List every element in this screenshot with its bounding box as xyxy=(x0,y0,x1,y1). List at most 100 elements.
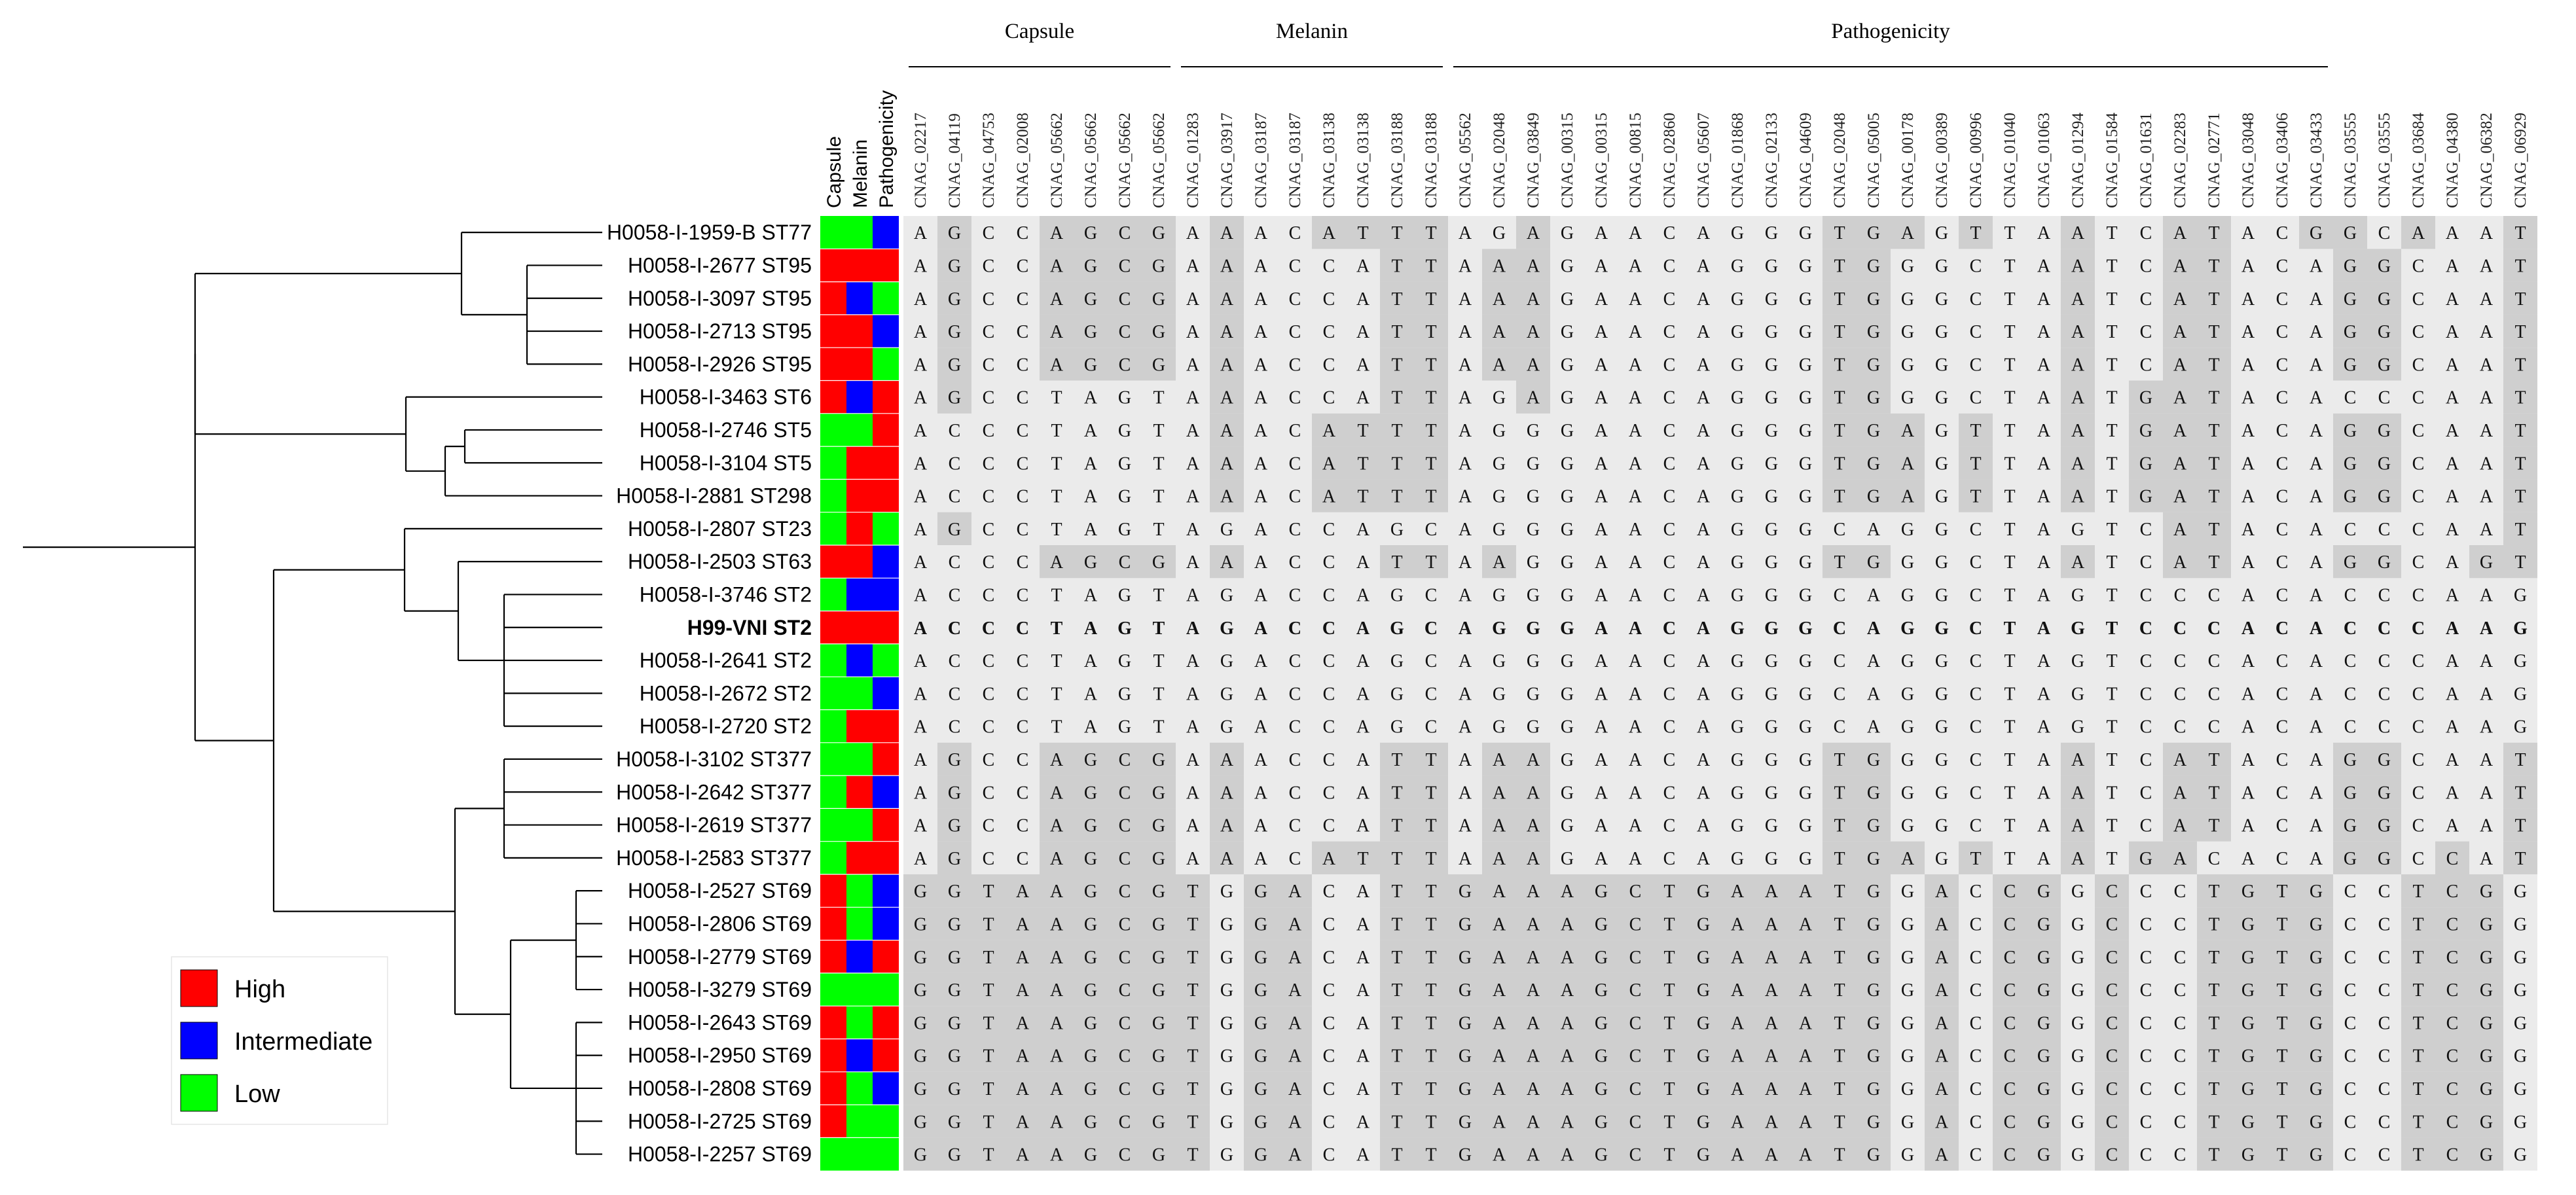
base-letter: G xyxy=(948,816,961,836)
base-letter: C xyxy=(2276,454,2289,474)
base-letter: A xyxy=(1697,520,1711,540)
base-letter: G xyxy=(1493,651,1506,671)
legend-swatch xyxy=(180,1022,218,1060)
base-letter: G xyxy=(1901,388,1914,408)
variant-cell xyxy=(1652,874,1686,908)
base-letter: A xyxy=(1186,717,1200,738)
base-letter: G xyxy=(1731,717,1744,738)
variant-cell xyxy=(1823,841,1857,874)
trait-cell xyxy=(820,841,846,874)
base-letter: C xyxy=(1289,454,1301,474)
variant-cell xyxy=(1244,1105,1278,1138)
base-letter: T xyxy=(1153,618,1165,639)
trait-cell xyxy=(873,281,899,315)
base-letter: C xyxy=(2276,520,2289,540)
base-letter: C xyxy=(1119,948,1131,968)
base-letter: G xyxy=(1935,520,1948,540)
base-letter: A xyxy=(1629,454,1642,474)
trait-cell xyxy=(846,512,873,545)
gene-label: CNAG_02008 xyxy=(1014,113,1032,208)
base-letter: A xyxy=(2241,289,2255,310)
trait-cell xyxy=(846,808,873,842)
base-letter: C xyxy=(1425,520,1438,540)
trait-cell xyxy=(873,776,899,809)
base-letter: T xyxy=(2276,1013,2287,1033)
base-letter: A xyxy=(1493,1079,1506,1099)
base-letter: A xyxy=(2446,717,2459,738)
base-letter: C xyxy=(1663,322,1676,342)
variant-cell xyxy=(1312,216,1346,249)
base-letter: G xyxy=(1459,948,1472,968)
base-letter: C xyxy=(2378,948,2391,968)
variant-cell xyxy=(1720,1039,1754,1072)
base-letter: T xyxy=(1391,948,1402,968)
base-letter: C xyxy=(1970,1079,1982,1099)
variant-cell xyxy=(1414,314,1448,348)
variant-cell xyxy=(2095,1006,2129,1039)
base-letter: G xyxy=(1561,717,1574,738)
base-letter: C xyxy=(2140,684,2152,704)
base-letter: A xyxy=(1935,1145,1949,1166)
base-letter: A xyxy=(1356,1046,1370,1067)
base-letter: A xyxy=(2310,355,2323,375)
base-letter: T xyxy=(1187,1079,1198,1099)
base-letter: A xyxy=(1493,1046,1506,1067)
base-letter: G xyxy=(914,948,927,968)
variant-cell xyxy=(1006,1071,1040,1105)
base-letter: A xyxy=(1186,223,1200,243)
base-letter: G xyxy=(2514,717,2527,738)
trait-cell xyxy=(846,281,873,315)
base-letter: A xyxy=(1016,1013,1030,1033)
base-letter: G xyxy=(1459,1112,1472,1132)
base-letter: A xyxy=(1288,1145,1302,1166)
variant-cell xyxy=(1788,1071,1823,1105)
base-letter: A xyxy=(2241,487,2255,507)
base-letter: A xyxy=(1459,421,1472,441)
base-letter: A xyxy=(1629,322,1642,342)
strain-label: H0058-I-2746 ST5 xyxy=(640,418,812,442)
base-letter: A xyxy=(1561,1079,1574,1099)
variant-cell xyxy=(1550,1039,1584,1072)
base-letter: A xyxy=(1220,783,1234,803)
base-letter: G xyxy=(1118,717,1131,738)
variant-cell xyxy=(2197,776,2231,809)
base-letter: G xyxy=(1697,1145,1710,1166)
base-letter: A xyxy=(1901,454,1915,474)
base-letter: G xyxy=(2310,1046,2323,1067)
base-letter: T xyxy=(1153,717,1164,738)
base-letter: A xyxy=(1731,948,1745,968)
variant-cell xyxy=(2435,1039,2469,1072)
variant-cell xyxy=(1720,874,1754,908)
variant-cell xyxy=(1176,874,1210,908)
base-letter: T xyxy=(2004,717,2015,738)
variant-cell xyxy=(1857,1071,1891,1105)
variant-cell xyxy=(2095,1039,2129,1072)
base-letter: A xyxy=(2037,849,2051,869)
base-letter: C xyxy=(2412,520,2425,540)
base-letter: A xyxy=(1459,750,1472,770)
variant-cell xyxy=(1993,907,2027,940)
base-letter: C xyxy=(2276,421,2289,441)
base-letter: G xyxy=(1152,1079,1165,1099)
base-letter: T xyxy=(2106,849,2117,869)
base-letter: G xyxy=(948,1079,961,1099)
base-letter: C xyxy=(1629,980,1642,1001)
variant-cell xyxy=(903,1006,937,1039)
trait-cell xyxy=(873,545,899,579)
base-letter: A xyxy=(1595,487,1608,507)
base-letter: G xyxy=(1152,882,1165,902)
strain-label: H0058-I-2926 ST95 xyxy=(628,352,812,376)
base-letter: G xyxy=(1867,914,1880,935)
variant-cell xyxy=(1142,314,1176,348)
variant-cell xyxy=(2027,907,2061,940)
base-letter: A xyxy=(1084,487,1098,507)
variant-cell xyxy=(2197,972,2231,1007)
variant-cell xyxy=(1857,1006,1891,1039)
base-letter: C xyxy=(1970,552,1982,573)
trait-heatmap xyxy=(820,216,899,1171)
base-letter: C xyxy=(2139,618,2152,639)
base-letter: A xyxy=(2446,322,2459,342)
base-letter: G xyxy=(1697,1013,1710,1033)
base-letter: C xyxy=(983,552,995,573)
base-letter: T xyxy=(2106,520,2117,540)
